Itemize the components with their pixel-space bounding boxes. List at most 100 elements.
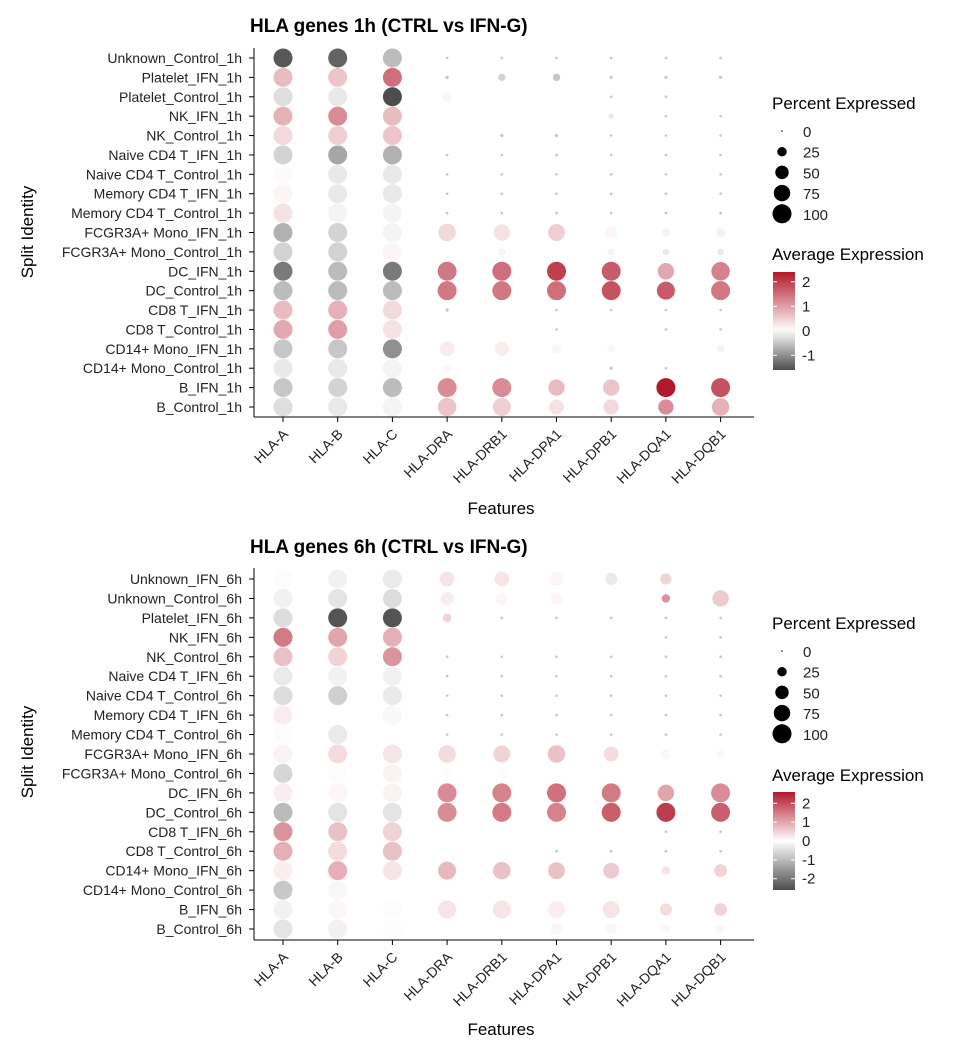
dot [497, 885, 507, 895]
dot [273, 608, 293, 628]
row-label: NK_Control_6h [146, 649, 242, 665]
dot [273, 627, 293, 647]
dot [273, 666, 293, 686]
dot [438, 900, 457, 919]
size-legend-dot [773, 184, 791, 202]
dot [328, 106, 348, 126]
dot [715, 924, 726, 934]
dot [328, 339, 348, 359]
dot [553, 113, 560, 119]
dot [547, 281, 566, 301]
color-legend-bar [773, 792, 795, 890]
row-label: CD8 T_IFN_6h [148, 824, 242, 840]
dot [382, 666, 402, 686]
dot [719, 830, 722, 834]
dot [719, 153, 722, 157]
dot [496, 768, 508, 779]
dot [494, 571, 510, 587]
panel-1h: HLA genes 1h (CTRL vs IFN-G) Split Ident… [18, 16, 924, 518]
dot [500, 616, 504, 620]
dot [601, 281, 621, 301]
dot [498, 828, 505, 835]
dot [719, 328, 722, 331]
dot [664, 308, 668, 312]
size-legend-dot [773, 704, 791, 722]
dot [499, 113, 505, 119]
dot [548, 224, 565, 241]
dot [664, 694, 668, 698]
dot [499, 326, 505, 333]
panel-6h-title: HLA genes 6h (CTRL vs IFN-G) [250, 537, 528, 558]
dot [555, 56, 558, 60]
dot [445, 733, 449, 736]
dot [382, 300, 402, 320]
dot [495, 922, 508, 936]
dot [382, 126, 402, 146]
dot [656, 378, 676, 398]
row-label: CD14+ Mono_Control_1h [83, 360, 242, 376]
dot [553, 248, 560, 255]
dot [719, 114, 722, 118]
dot [661, 228, 671, 237]
row-label: NK_IFN_1h [169, 108, 242, 124]
panel-6h-size-legend: Percent Expressed 0 25 50 75 100 [772, 614, 916, 744]
dot [661, 749, 671, 759]
dot [500, 694, 504, 698]
dot [273, 87, 293, 107]
color-legend-label: -1 [802, 347, 815, 364]
panel-6h: HLA genes 6h (CTRL vs IFN-G) Split Ident… [18, 537, 924, 1039]
dot [328, 358, 348, 378]
row-label: B_Control_1h [156, 399, 242, 415]
dot [441, 884, 454, 897]
dot [328, 261, 348, 281]
size-legend-label: 0 [803, 644, 811, 661]
dot [500, 674, 504, 678]
dot [715, 574, 726, 584]
size-legend-title: Percent Expressed [772, 94, 916, 113]
dot [664, 655, 668, 659]
dot [273, 919, 293, 939]
dot [656, 281, 675, 300]
dot [553, 94, 560, 100]
dot [382, 900, 402, 920]
dot [664, 849, 668, 853]
dot [607, 345, 615, 353]
dot [328, 48, 348, 68]
row-label: CD14+ Mono_Control_6h [83, 882, 242, 898]
dot [439, 341, 455, 357]
size-legend-label: 75 [803, 186, 820, 203]
dot [445, 308, 449, 312]
dot [547, 783, 566, 803]
dot [719, 211, 722, 215]
dot [382, 822, 402, 842]
row-label: Memory CD4 T_IFN_6h [94, 707, 242, 723]
size-legend-label: 100 [803, 207, 828, 224]
dot [498, 365, 505, 372]
dot [500, 133, 504, 138]
dot [549, 571, 564, 587]
dot [328, 378, 348, 398]
dot [603, 746, 619, 762]
dot [609, 713, 613, 717]
column-label: HLA-DQB1 [668, 949, 729, 1010]
dot [443, 364, 451, 372]
dot [442, 92, 452, 102]
dot [442, 247, 452, 257]
dot [273, 106, 293, 126]
dot [548, 901, 565, 919]
column-label: HLA-C [359, 949, 400, 990]
dot [273, 261, 293, 281]
column-label: HLA-A [251, 948, 292, 989]
dot [273, 319, 293, 339]
dot [609, 95, 613, 99]
row-label: Platelet_IFN_1h [142, 69, 242, 85]
column-label: HLA-DQA1 [613, 426, 674, 487]
dot [382, 242, 402, 262]
dot [382, 223, 402, 242]
dot [608, 634, 614, 641]
dot [382, 87, 402, 107]
dot [328, 164, 348, 184]
dot [714, 864, 727, 878]
dot [719, 849, 722, 853]
dot [328, 569, 348, 589]
